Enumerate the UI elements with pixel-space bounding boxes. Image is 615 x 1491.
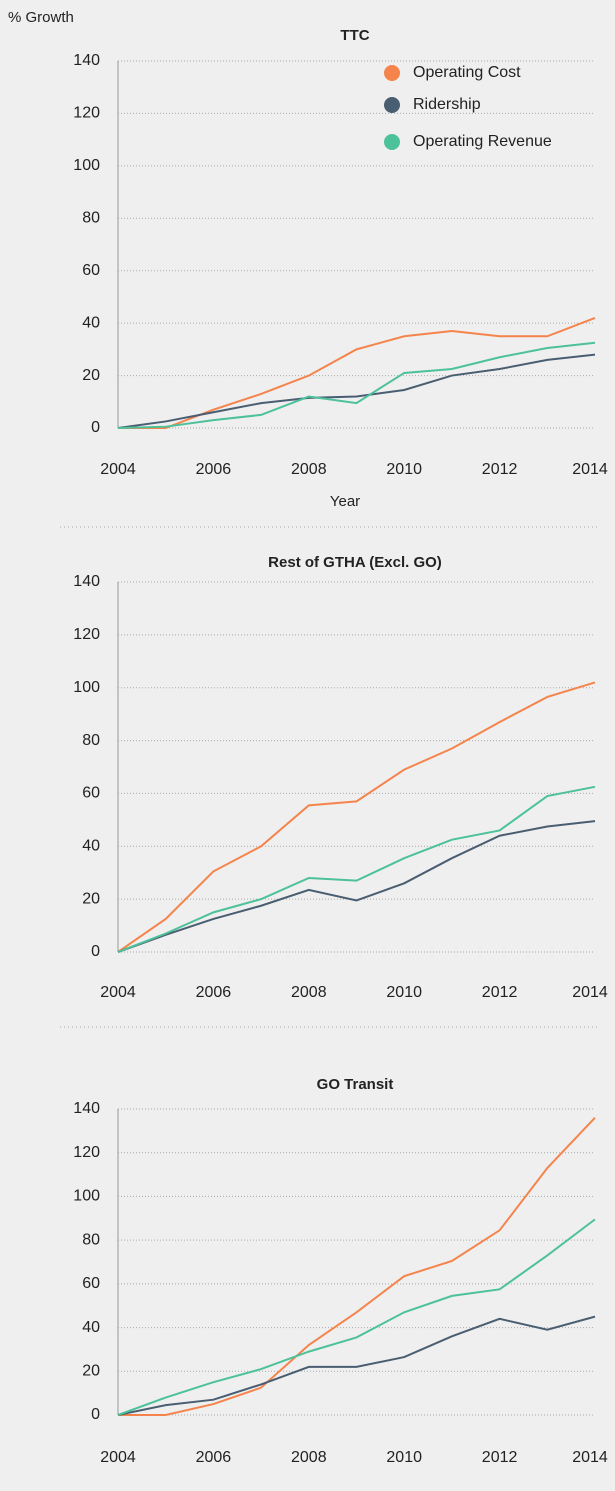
legend-label: Ridership: [413, 96, 481, 113]
y-tick-label: 140: [73, 52, 100, 69]
series-line: [117, 785, 596, 953]
series-line: [117, 341, 596, 429]
chart-title: GO Transit: [317, 1076, 394, 1093]
y-tick-label: 80: [82, 1231, 100, 1248]
series-line: [118, 1117, 596, 1416]
legend-label: Operating Revenue: [413, 133, 552, 150]
y-tick-label: 100: [73, 679, 100, 696]
y-tick-label: 40: [82, 1319, 100, 1336]
y-tick-label: 80: [82, 210, 100, 227]
series-line: [118, 316, 596, 429]
y-tick-label: 0: [91, 419, 100, 436]
x-tick-label: 2012: [482, 1449, 518, 1466]
y-tick-label: 20: [82, 890, 100, 907]
y-tick-label: 20: [82, 1363, 100, 1380]
chart-title: TTC: [340, 27, 369, 44]
x-tick-label: 2010: [386, 984, 422, 1001]
legend-marker: [384, 134, 400, 150]
x-tick-label: 2012: [482, 461, 518, 478]
legend-marker: [384, 65, 400, 81]
x-tick-label: 2006: [196, 1449, 232, 1466]
x-tick-label: 2004: [100, 1449, 136, 1466]
x-tick-label: 2006: [196, 984, 232, 1001]
y-tick-label: 40: [82, 314, 100, 331]
legend-marker: [384, 97, 400, 113]
x-tick-label: 2008: [291, 984, 327, 1001]
series-line: [117, 1218, 596, 1416]
y-tick-label: 20: [82, 367, 100, 384]
y-tick-label: 120: [73, 1144, 100, 1161]
x-tick-label: 2010: [386, 1449, 422, 1466]
x-axis-label: Year: [330, 493, 360, 510]
y-tick-label: 120: [73, 105, 100, 122]
x-tick-label: 2014: [572, 1449, 608, 1466]
y-tick-label: 0: [91, 1406, 100, 1423]
y-tick-label: 60: [82, 262, 100, 279]
series-line: [117, 353, 596, 429]
x-tick-label: 2012: [482, 984, 518, 1001]
y-axis-label: % Growth: [8, 9, 74, 26]
y-tick-label: 80: [82, 732, 100, 749]
y-tick-label: 40: [82, 838, 100, 855]
y-tick-label: 140: [73, 573, 100, 590]
x-tick-label: 2004: [100, 984, 136, 1001]
chart-title: Rest of GTHA (Excl. GO): [268, 554, 442, 571]
y-tick-label: 140: [73, 1100, 100, 1117]
y-tick-label: 100: [73, 1188, 100, 1205]
x-tick-label: 2006: [196, 461, 232, 478]
x-tick-label: 2014: [572, 984, 608, 1001]
y-tick-label: 60: [82, 1275, 100, 1292]
x-tick-label: 2010: [386, 461, 422, 478]
y-tick-label: 0: [91, 943, 100, 960]
y-tick-label: 120: [73, 626, 100, 643]
series-line: [117, 681, 596, 953]
x-tick-label: 2008: [291, 1449, 327, 1466]
y-tick-label: 60: [82, 785, 100, 802]
legend-label: Operating Cost: [413, 64, 521, 81]
x-tick-label: 2004: [100, 461, 136, 478]
y-tick-label: 100: [73, 157, 100, 174]
x-tick-label: 2008: [291, 461, 327, 478]
series-line: [117, 1315, 596, 1416]
x-tick-label: 2014: [572, 461, 608, 478]
series-line: [117, 820, 596, 953]
